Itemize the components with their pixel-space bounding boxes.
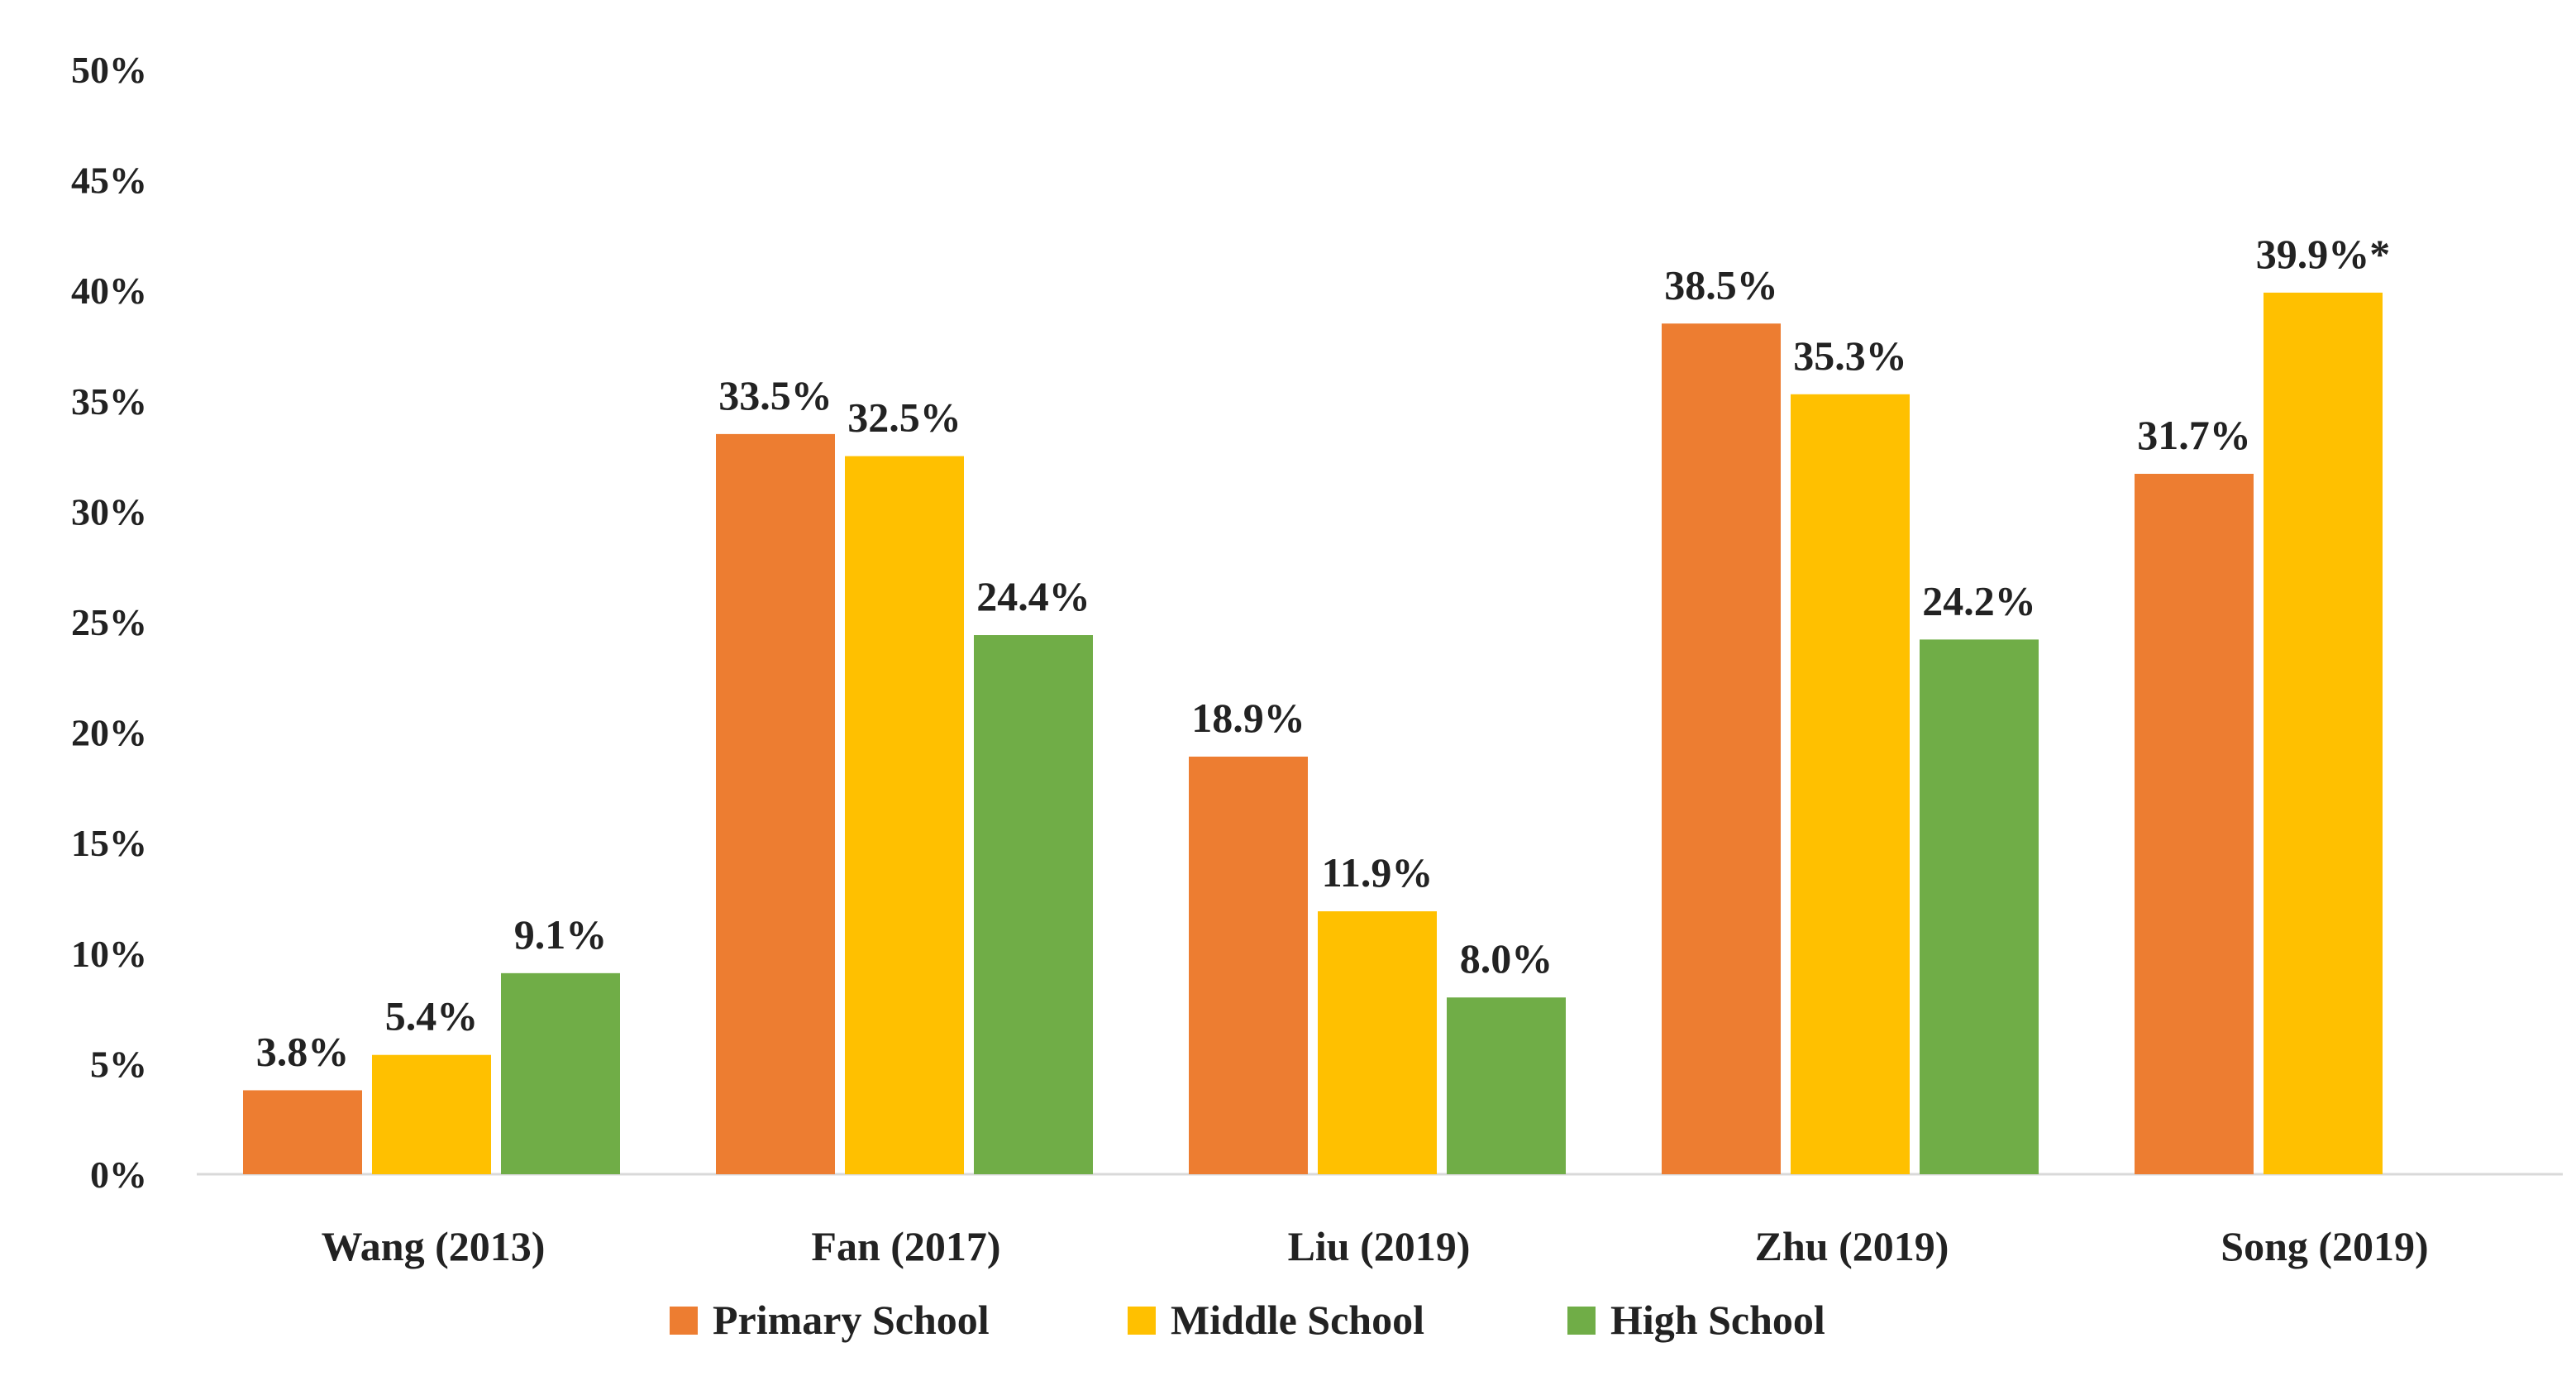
legend-label: High School xyxy=(1610,1297,1825,1343)
data-label: 18.9% xyxy=(1191,695,1305,741)
data-label: 3.8% xyxy=(256,1028,350,1074)
bars xyxy=(243,292,2383,1174)
data-label: 38.5% xyxy=(1664,261,1778,308)
legend-label: Primary School xyxy=(713,1297,990,1343)
y-tick-label: 25% xyxy=(71,601,147,643)
y-tick-label: 40% xyxy=(71,270,147,312)
y-tick-label: 5% xyxy=(90,1043,147,1085)
data-label: 35.3% xyxy=(1793,332,1907,379)
data-label: 8.0% xyxy=(1460,935,1553,982)
data-label: 39.9%* xyxy=(2256,231,2391,277)
data-label: 11.9% xyxy=(1322,849,1433,896)
bar-primary-school-2 xyxy=(1189,756,1308,1174)
y-axis-tick-labels: 0% 5% 10% 15% 20% 25% 30% 35% 40% 45% 50% xyxy=(71,49,147,1196)
x-tick-label: Zhu (2019) xyxy=(1755,1223,1949,1269)
bar-middle-school-3 xyxy=(1791,394,1910,1174)
data-label: 31.7% xyxy=(2137,412,2251,458)
legend-swatch-high-school xyxy=(1567,1307,1596,1335)
y-tick-label: 10% xyxy=(71,933,147,975)
x-tick-label: Wang (2013) xyxy=(322,1223,546,1269)
bar-primary-school-3 xyxy=(1662,323,1781,1174)
data-label: 24.2% xyxy=(1922,577,2036,624)
data-label: 9.1% xyxy=(514,911,608,958)
bar-middle-school-0 xyxy=(372,1054,491,1174)
x-tick-label: Song (2019) xyxy=(2221,1223,2428,1269)
y-tick-label: 50% xyxy=(71,49,147,91)
legend: Primary School Middle School High School xyxy=(670,1297,1825,1343)
y-tick-label: 0% xyxy=(90,1154,147,1196)
bar-high-school-1 xyxy=(974,635,1093,1174)
bar-middle-school-4 xyxy=(2264,292,2383,1174)
bar-primary-school-1 xyxy=(716,433,835,1174)
bar-middle-school-1 xyxy=(845,456,964,1174)
bar-high-school-0 xyxy=(501,972,620,1174)
legend-label: Middle School xyxy=(1171,1297,1424,1343)
x-axis-tick-labels: Wang (2013) Fan (2017) Liu (2019) Zhu (2019… xyxy=(322,1223,2429,1269)
data-label: 33.5% xyxy=(718,372,832,418)
legend-swatch-middle-school xyxy=(1128,1307,1156,1335)
y-tick-label: 45% xyxy=(71,160,147,202)
y-tick-label: 15% xyxy=(71,822,147,864)
bar-high-school-3 xyxy=(1920,639,2039,1174)
bar-primary-school-0 xyxy=(243,1090,362,1174)
bar-middle-school-2 xyxy=(1318,911,1437,1174)
bar-high-school-2 xyxy=(1447,997,1566,1174)
y-tick-label: 20% xyxy=(71,712,147,754)
data-label: 32.5% xyxy=(847,394,961,441)
legend-swatch-primary-school xyxy=(670,1307,698,1335)
data-label: 5.4% xyxy=(385,993,479,1039)
x-tick-label: Liu (2019) xyxy=(1288,1223,1471,1269)
data-label: 24.4% xyxy=(976,573,1090,619)
data-labels: 3.8% 5.4% 9.1% 33.5% 32.5% 24.4% 18.9% 11.9% 8.0… xyxy=(256,231,2391,1075)
bar-primary-school-4 xyxy=(2135,473,2254,1174)
y-tick-label: 35% xyxy=(71,380,147,423)
y-tick-label: 30% xyxy=(71,490,147,533)
x-tick-label: Fan (2017) xyxy=(811,1223,1000,1269)
